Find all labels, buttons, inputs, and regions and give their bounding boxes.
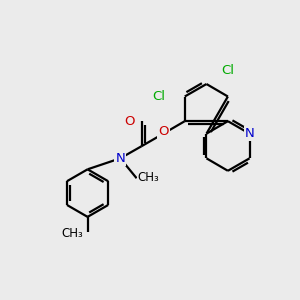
Text: O: O (124, 115, 134, 128)
Text: Cl: Cl (152, 90, 165, 103)
Text: N: N (116, 152, 125, 165)
Text: CH₃: CH₃ (62, 227, 84, 240)
Text: O: O (158, 125, 169, 138)
Text: N: N (245, 127, 254, 140)
Text: Cl: Cl (221, 64, 234, 77)
Text: CH₃: CH₃ (138, 170, 159, 184)
